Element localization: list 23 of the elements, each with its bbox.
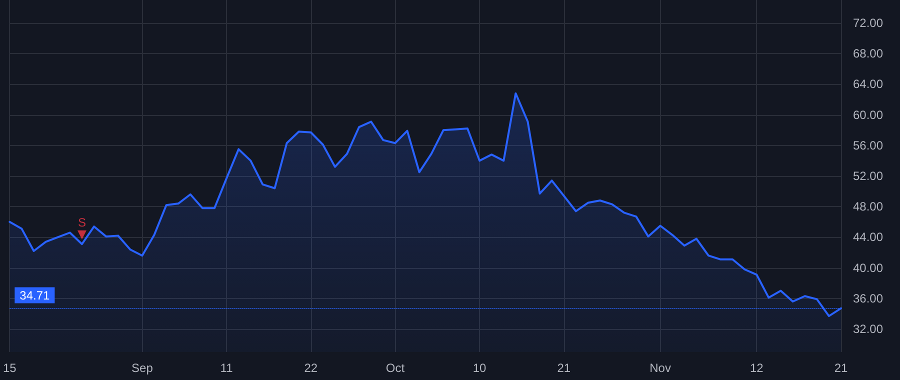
x-tick-label: Nov bbox=[650, 361, 671, 375]
x-tick-label: Sep bbox=[132, 361, 154, 375]
y-tick-label: 32.00 bbox=[853, 322, 884, 336]
x-tick-label: 21 bbox=[834, 361, 848, 375]
y-tick-label: 56.00 bbox=[853, 138, 884, 152]
y-tick-label: 44.00 bbox=[853, 230, 884, 244]
x-tick-label: 10 bbox=[472, 361, 487, 375]
ref-line-label: 34.71 bbox=[20, 288, 50, 302]
x-tick-label: 22 bbox=[304, 361, 318, 375]
y-tick-label: 48.00 bbox=[853, 200, 884, 214]
y-tick-label: 72.00 bbox=[853, 16, 884, 30]
y-tick-label: 40.00 bbox=[853, 260, 884, 275]
y-tick-label: 36.00 bbox=[853, 291, 884, 306]
y-tick-label: 60.00 bbox=[853, 108, 884, 122]
x-tick-label: Oct bbox=[386, 361, 406, 375]
y-tick-label: 52.00 bbox=[853, 169, 884, 183]
data-label: S bbox=[78, 215, 86, 230]
y-tick-label: 68.00 bbox=[853, 46, 884, 61]
y-tick-label: 64.00 bbox=[853, 77, 884, 92]
x-tick-label: 11 bbox=[220, 361, 234, 375]
x-tick-label: 15 bbox=[2, 361, 17, 375]
x-tick-label: 12 bbox=[750, 361, 764, 375]
x-tick-label: 21 bbox=[557, 361, 571, 375]
